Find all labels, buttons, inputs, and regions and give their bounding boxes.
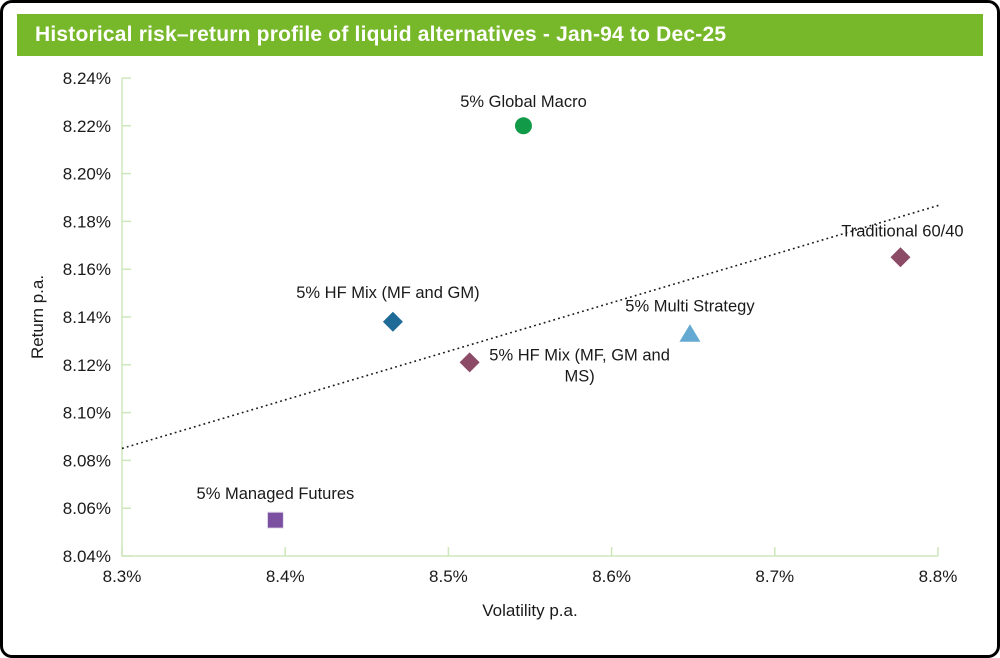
x-axis-tick-label: 8.8% [919, 567, 958, 586]
data-point-label: 5% HF Mix (MF and GM) [296, 284, 479, 302]
data-point-square[interactable] [266, 511, 284, 529]
data-point-triangle[interactable] [679, 324, 701, 342]
y-axis-tick-label: 8.22% [63, 117, 111, 136]
data-point-diamond[interactable] [382, 311, 403, 332]
trend-line [121, 203, 942, 450]
data-point-label: 5% Multi Strategy [625, 298, 755, 316]
y-axis-tick-label: 8.18% [63, 212, 111, 231]
x-axis-tick-label: 8.7% [755, 567, 794, 586]
chart-title: Historical risk–return profile of liquid… [35, 23, 727, 46]
y-axis-tick-label: 8.20% [63, 165, 111, 184]
y-axis-tick-label: 8.14% [63, 308, 111, 327]
chart-title-bar: Historical risk–return profile of liquid… [17, 14, 983, 56]
x-axis-tick-label: 8.4% [266, 567, 305, 586]
data-point-diamond[interactable] [890, 247, 911, 268]
y-axis-tick-label: 8.06% [63, 499, 111, 518]
data-point-diamond[interactable] [459, 352, 480, 373]
y-axis-tick-label: 8.16% [63, 260, 111, 279]
y-axis-tick-label: 8.04% [63, 547, 111, 566]
y-axis-tick-label: 8.08% [63, 451, 111, 470]
x-axis-tick-label: 8.6% [592, 567, 631, 586]
data-point-label: 5% Managed Futures [197, 485, 355, 503]
x-axis-tick-label: 8.3% [103, 567, 142, 586]
data-point-circle[interactable] [514, 117, 532, 135]
y-axis-tick-label: 8.12% [63, 356, 111, 375]
y-axis-tick-label: 8.24% [63, 69, 111, 88]
y-axis-title: Return p.a. [28, 275, 47, 359]
scatter-plot: 8.04% 8.06% 8.08% 8.10% 8.12% 8.14% 8.16% 8.18%… [28, 69, 964, 620]
x-axis-tick-label: 8.5% [429, 567, 468, 586]
y-axis-tick-label: 8.10% [63, 404, 111, 423]
x-axis-title: Volatility p.a. [482, 601, 577, 620]
data-point-label: 5% Global Macro [460, 93, 587, 111]
data-point-label: 5% HF Mix (MF, GM and MS) [489, 346, 670, 385]
data-point-label: Traditional 60/40 [841, 222, 963, 240]
